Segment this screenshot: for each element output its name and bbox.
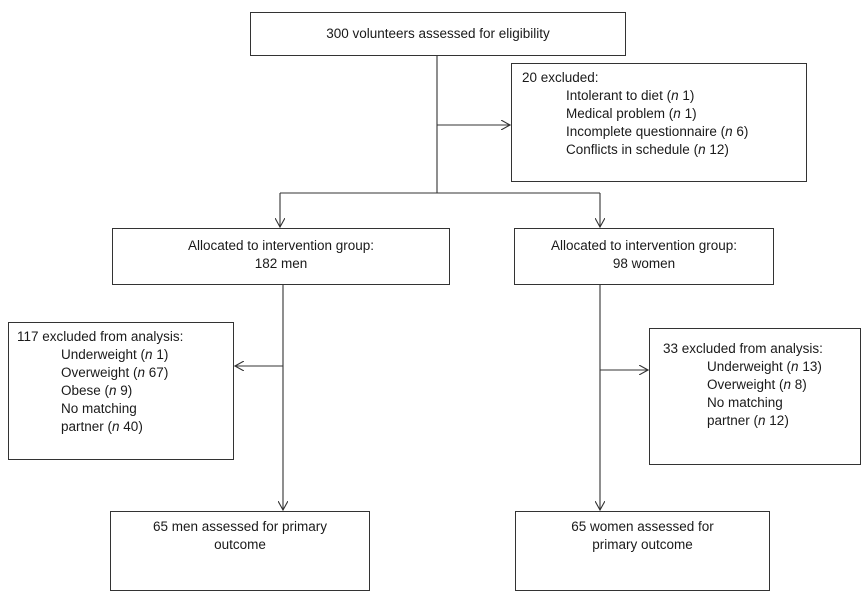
excluded-women-item: partner (n 12) xyxy=(707,413,789,428)
excluded-women-item: Underweight (n 13) xyxy=(707,359,822,374)
excluded-item: Conflicts in schedule (n 12) xyxy=(566,142,729,157)
excluded-item: Medical problem (n 1) xyxy=(566,106,697,121)
allocated-men-box: Allocated to intervention group: 182 men xyxy=(112,228,450,285)
excluded-men-item: Underweight (n 1) xyxy=(61,347,169,362)
outcome-women-box: 65 women assessed for primary outcome xyxy=(515,511,770,591)
excluded-men-header: 117 excluded from analysis: xyxy=(17,329,184,344)
excluded-women-box: 33 excluded from analysis: Underweight (… xyxy=(649,328,861,465)
outcome-men-line1: 65 men assessed for primary xyxy=(152,519,328,534)
excluded-men-item: Obese (n 9) xyxy=(61,383,133,398)
outcome-men-box: 65 men assessed for primary outcome xyxy=(110,511,370,591)
excluded-header: 20 excluded: xyxy=(522,70,599,85)
allocated-women-line1: Allocated to intervention group: xyxy=(550,238,738,253)
outcome-women-line1: 65 women assessed for xyxy=(571,519,714,534)
excluded-item: Intolerant to diet (n 1) xyxy=(566,88,695,103)
allocated-men-line1: Allocated to intervention group: xyxy=(187,238,375,253)
excluded-box: 20 excluded: Intolerant to diet (n 1) Me… xyxy=(511,63,807,182)
excluded-women-item: Overweight (n 8) xyxy=(707,377,807,392)
outcome-men-line2: outcome xyxy=(214,537,266,552)
excluded-men-item: partner (n 40) xyxy=(61,419,143,434)
excluded-women-header: 33 excluded from analysis: xyxy=(663,341,823,356)
allocated-men-line2: 182 men xyxy=(254,256,308,271)
eligibility-box: 300 volunteers assessed for eligibility xyxy=(250,12,626,56)
eligibility-text: 300 volunteers assessed for eligibility xyxy=(326,26,550,41)
excluded-women-item: No matching xyxy=(707,395,783,410)
allocated-women-line2: 98 women xyxy=(612,256,676,271)
excluded-men-box: 117 excluded from analysis: Underweight … xyxy=(8,322,234,460)
allocated-women-box: Allocated to intervention group: 98 wome… xyxy=(514,228,774,285)
excluded-item: Incomplete questionnaire (n 6) xyxy=(566,124,749,139)
outcome-women-line2: primary outcome xyxy=(592,537,693,552)
excluded-men-item: Overweight (n 67) xyxy=(61,365,169,380)
excluded-men-item: No matching xyxy=(61,401,137,416)
